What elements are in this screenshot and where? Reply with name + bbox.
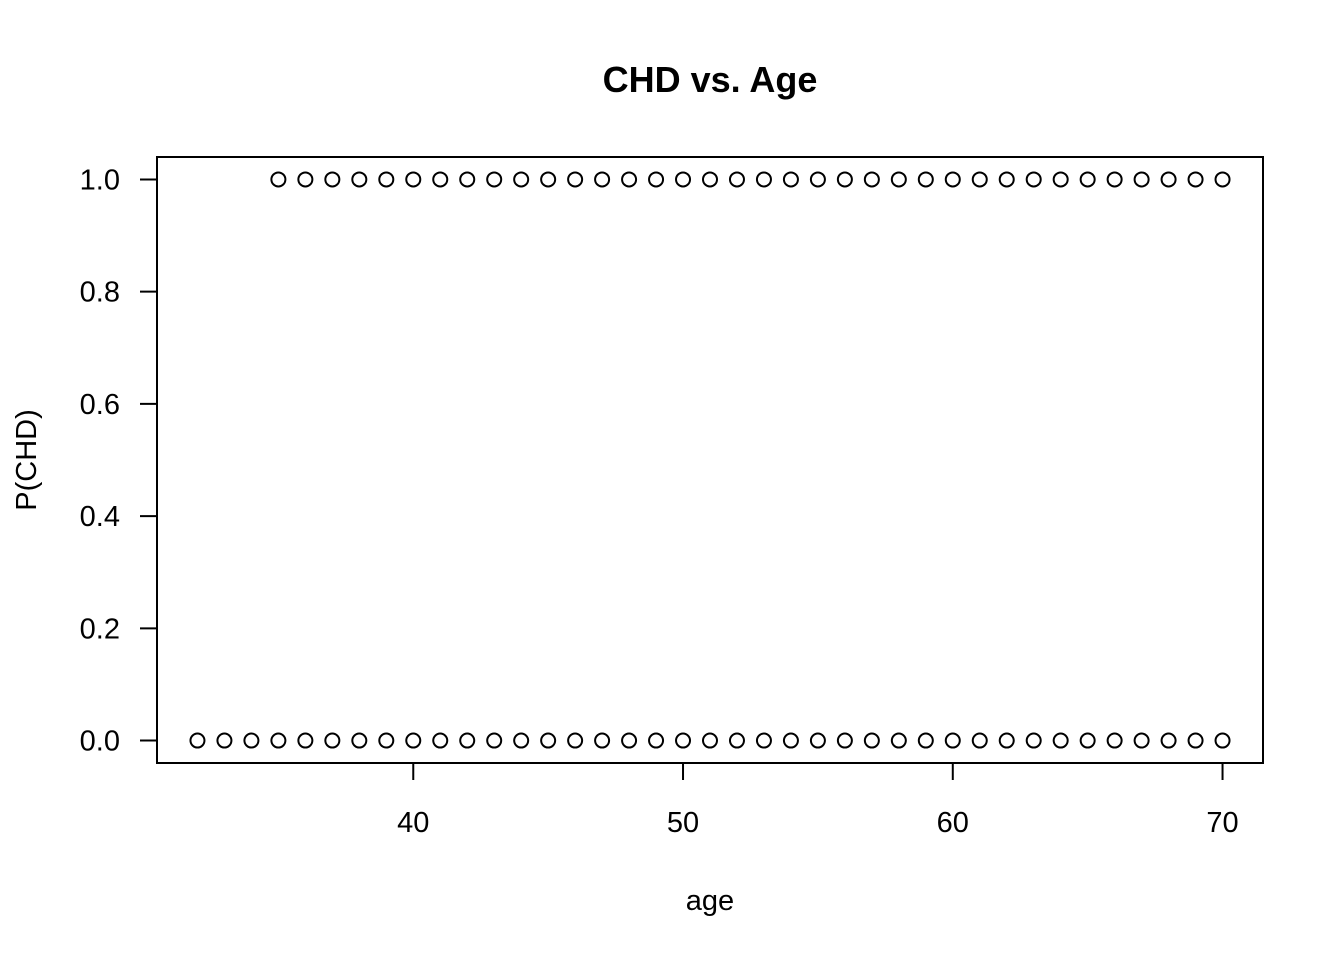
data-point xyxy=(324,732,341,749)
chart-title: CHD vs. Age xyxy=(603,59,818,100)
data-point xyxy=(432,732,449,749)
data-point xyxy=(486,732,503,749)
data-point xyxy=(836,171,853,188)
data-point xyxy=(270,171,287,188)
data-point xyxy=(998,171,1015,188)
data-point xyxy=(567,732,584,749)
data-point xyxy=(1052,732,1069,749)
data-point xyxy=(1079,732,1096,749)
data-point xyxy=(1160,732,1177,749)
data-point xyxy=(540,732,557,749)
data-point xyxy=(836,732,853,749)
data-point xyxy=(998,732,1015,749)
data-point xyxy=(540,171,557,188)
data-point xyxy=(513,171,530,188)
data-point xyxy=(1214,732,1231,749)
x-axis-label: age xyxy=(686,885,734,917)
data-point xyxy=(755,732,772,749)
data-point xyxy=(1160,171,1177,188)
data-point xyxy=(1106,732,1123,749)
y-tick-label: 0.4 xyxy=(80,501,120,533)
data-point xyxy=(971,732,988,749)
data-point xyxy=(782,171,799,188)
data-point xyxy=(809,171,826,188)
y-axis-label: P(CHD) xyxy=(11,409,43,511)
data-point xyxy=(648,732,665,749)
data-point xyxy=(648,171,665,188)
data-point xyxy=(1214,171,1231,188)
data-point xyxy=(809,732,826,749)
data-point xyxy=(297,171,314,188)
x-axis: 40 50 60 70 xyxy=(397,762,1239,839)
data-point xyxy=(351,732,368,749)
data-point xyxy=(1052,171,1069,188)
data-point xyxy=(351,171,368,188)
data-point xyxy=(863,732,880,749)
data-point xyxy=(971,171,988,188)
data-point xyxy=(1187,732,1204,749)
data-point xyxy=(378,171,395,188)
data-point xyxy=(405,171,422,188)
y-tick-label: 0.6 xyxy=(80,389,120,421)
data-point xyxy=(297,732,314,749)
plot-area-frame xyxy=(156,156,1264,764)
data-point xyxy=(1025,171,1042,188)
data-point xyxy=(702,171,718,188)
y-tick-label: 0.2 xyxy=(80,613,120,645)
data-point xyxy=(324,171,341,188)
data-point xyxy=(890,171,907,188)
data-point xyxy=(863,171,880,188)
data-point xyxy=(1133,171,1150,188)
data-point xyxy=(944,732,961,749)
x-tick-label: 40 xyxy=(397,807,429,839)
data-point xyxy=(917,171,934,188)
data-point xyxy=(432,171,449,188)
data-point xyxy=(1079,171,1096,188)
data-point xyxy=(270,732,287,749)
data-point xyxy=(917,732,934,749)
data-point xyxy=(486,171,503,188)
data-point xyxy=(405,732,422,749)
data-point xyxy=(567,171,584,188)
data-point xyxy=(1025,732,1042,749)
data-point xyxy=(702,732,718,749)
data-point xyxy=(243,732,260,749)
x-tick-label: 70 xyxy=(1206,807,1238,839)
data-point xyxy=(890,732,907,749)
data-point xyxy=(675,732,692,749)
y-tick-label: 0.0 xyxy=(80,726,120,758)
data-point xyxy=(944,171,961,188)
data-point xyxy=(728,171,745,188)
data-point xyxy=(621,171,638,188)
data-point xyxy=(621,732,638,749)
data-points xyxy=(189,171,1231,749)
data-point xyxy=(216,732,233,749)
data-point xyxy=(675,171,692,188)
y-axis: 0.0 0.2 0.4 0.6 0.8 1.0 xyxy=(80,164,158,758)
y-tick-label: 0.8 xyxy=(80,277,120,309)
data-point xyxy=(594,732,611,749)
y-tick-label: 1.0 xyxy=(80,164,120,196)
data-point xyxy=(1133,732,1150,749)
x-tick-label: 50 xyxy=(667,807,699,839)
data-point xyxy=(1106,171,1123,188)
x-tick-label: 60 xyxy=(937,807,969,839)
data-point xyxy=(189,732,206,749)
data-point xyxy=(513,732,530,749)
data-point xyxy=(728,732,745,749)
data-point xyxy=(594,171,611,188)
data-point xyxy=(459,171,476,188)
data-point xyxy=(459,732,476,749)
data-point xyxy=(755,171,772,188)
data-point xyxy=(378,732,395,749)
data-point xyxy=(782,732,799,749)
data-point xyxy=(1187,171,1204,188)
